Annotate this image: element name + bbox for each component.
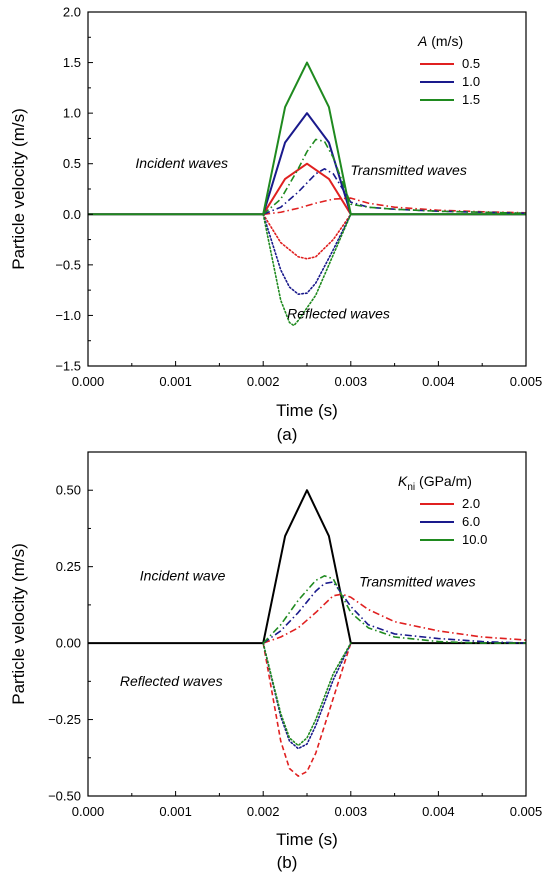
x-tick-label: 0.002: [247, 374, 280, 389]
y-tick-label: −1.0: [55, 308, 81, 323]
x-tick-label: 0.005: [510, 374, 543, 389]
x-tick-label: 0.000: [72, 804, 105, 819]
annotation-label: Reflected waves: [120, 673, 223, 689]
annotation-label: Transmitted waves: [350, 162, 466, 178]
y-tick-label: −0.5: [55, 257, 81, 272]
legend-title: Kni (GPa/m): [398, 473, 472, 493]
chart-panel-b: 0.000 0.001 0.002 0.003 0.004 0.005 −0.50 −0.25…: [9, 451, 543, 872]
legend-entry-label: 10.0: [462, 532, 487, 547]
x-tick-label: 0.002: [247, 804, 280, 819]
y-axis-title: Particle velocity (m/s): [9, 543, 28, 705]
transmitted-wave-line-5: [262, 167, 526, 216]
incident-wave-line-3: [88, 61, 526, 216]
legend-entry-label: 2.0: [462, 496, 480, 511]
x-tick-label: 0.003: [335, 374, 368, 389]
x-tick-label: 0.003: [335, 804, 368, 819]
annotation-label: Incident wave: [140, 567, 226, 583]
x-tick-label: 0.001: [159, 374, 192, 389]
legend-title-subscript: ni: [407, 482, 415, 493]
y-tick-label: 0.25: [56, 559, 81, 574]
y-tick-label: 1.5: [63, 55, 81, 70]
reflected-wave-line-7: [262, 642, 352, 747]
legend: Kni (GPa/m) 2.0 6.0 10.0: [398, 473, 487, 547]
y-tick-label: −1.5: [55, 359, 81, 374]
x-tick-label: 0.001: [159, 804, 192, 819]
y-tick-label: 0.0: [63, 207, 81, 222]
y-tick-label: 2.0: [63, 5, 81, 20]
legend-entry-label: 0.5: [462, 56, 480, 71]
annotation-label: Incident waves: [135, 155, 228, 171]
series-group: [88, 61, 526, 327]
reflected-wave-line-9: [262, 213, 352, 327]
reflected-wave-line-6: [262, 642, 352, 750]
reflected-wave-line-5: [262, 642, 352, 777]
panel-label: (a): [277, 425, 298, 444]
legend-title-unit: (GPa/m): [415, 473, 472, 489]
chart-panel-a: 0.000 0.001 0.002 0.003 0.004 0.005 −1.5 −1.0 −0…: [9, 5, 542, 445]
legend-entry-label: 1.0: [462, 74, 480, 89]
series-group: [88, 489, 526, 777]
x-tick-label: 0.004: [422, 804, 455, 819]
legend-title-symbol: A: [417, 33, 427, 49]
annotation-label: Transmitted waves: [359, 574, 475, 590]
legend-title-unit: (m/s): [427, 33, 463, 49]
reflected-wave-line-8: [262, 213, 352, 295]
y-axis-title: Particle velocity (m/s): [9, 108, 28, 270]
x-tick-label: 0.000: [72, 374, 105, 389]
legend-title-symbol: K: [398, 473, 408, 489]
x-axis-title: Time (s): [276, 830, 338, 849]
y-tick-label: 0.50: [56, 483, 81, 498]
legend: A (m/s) 0.5 1.0 1.5: [417, 33, 480, 107]
x-axis-title: Time (s): [276, 401, 338, 420]
y-tick-label: 1.0: [63, 106, 81, 121]
y-tick-label: −0.25: [48, 712, 81, 727]
y-tick-label: 0.5: [63, 156, 81, 171]
transmitted-wave-line-3: [262, 581, 526, 644]
legend-entry-label: 1.5: [462, 92, 480, 107]
x-tick-label: 0.005: [510, 804, 543, 819]
x-tick-label: 0.004: [422, 374, 455, 389]
transmitted-wave-line-2: [262, 593, 526, 644]
transmitted-wave-line-4: [263, 197, 526, 216]
reflected-wave-line-7: [262, 213, 352, 260]
y-tick-label: −0.50: [48, 789, 81, 804]
transmitted-wave-line-4: [262, 575, 526, 644]
panel-label: (b): [277, 853, 298, 872]
legend-title: A (m/s): [417, 33, 463, 49]
annotation-label: Reflected waves: [287, 305, 390, 321]
y-tick-label: 0.00: [56, 636, 81, 651]
transmitted-wave-line-6: [262, 138, 526, 215]
legend-entry-label: 6.0: [462, 514, 480, 529]
